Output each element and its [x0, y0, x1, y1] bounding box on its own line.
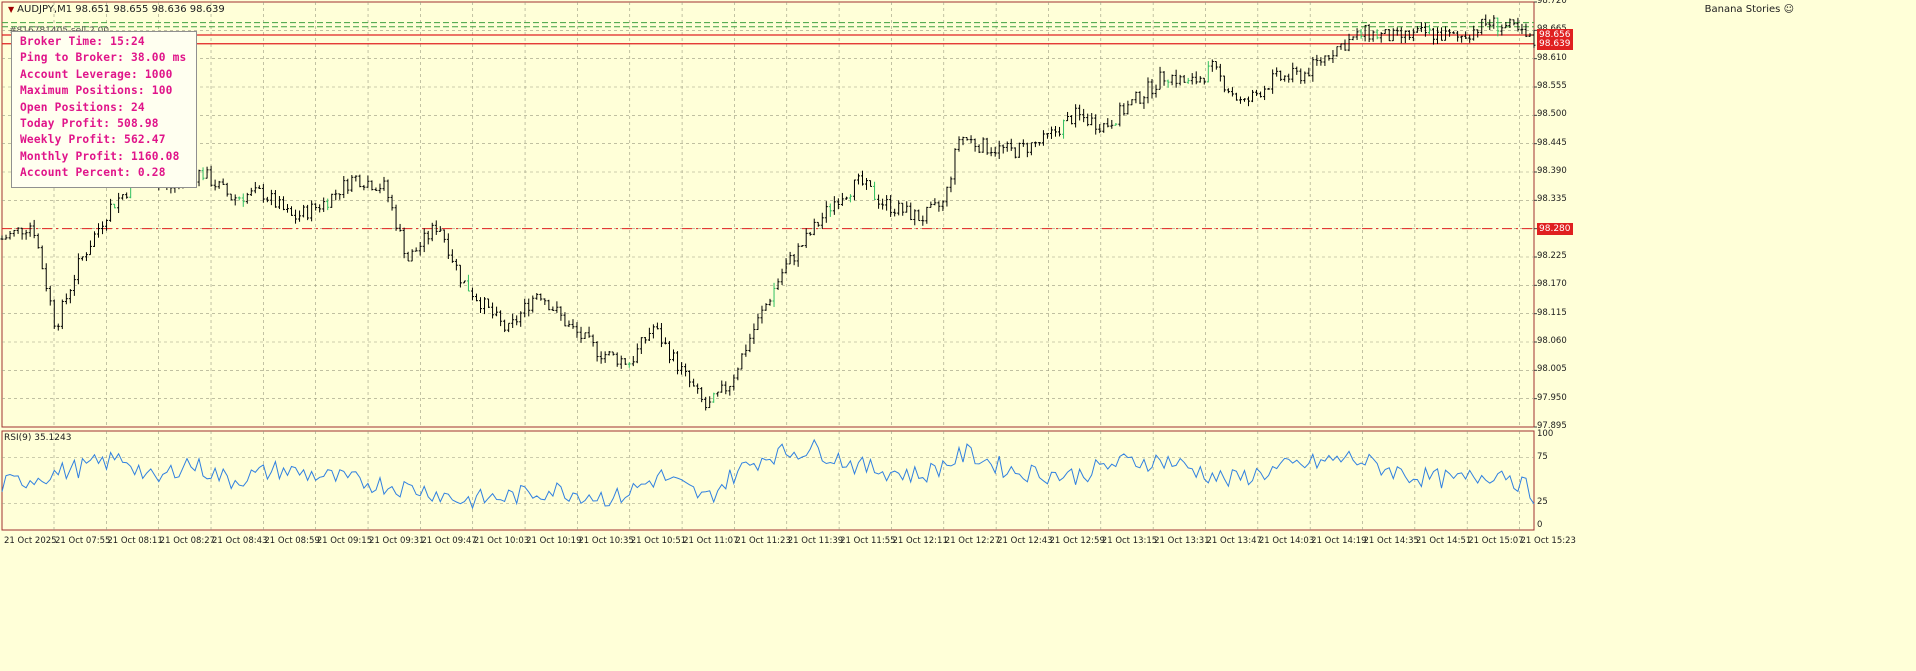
time-label: 21 Oct 13:47	[1206, 536, 1262, 546]
time-label: 21 Oct 12:43	[997, 536, 1053, 546]
rsi-plot-frame	[1, 430, 1535, 531]
time-label: 21 Oct 14:35	[1363, 536, 1419, 546]
account-leverage: Account Leverage: 1000	[20, 67, 173, 81]
time-label: 21 Oct 09:31	[369, 536, 425, 546]
price-label: 98.500	[1537, 109, 1567, 120]
weekly-profit: Weekly Profit: 562.47	[20, 133, 166, 147]
smiley-icon: ☺	[1783, 4, 1794, 15]
time-label: 21 Oct 14:03	[1258, 536, 1315, 546]
price-label: 98.335	[1537, 194, 1567, 205]
price-label: 98.390	[1537, 166, 1567, 176]
today-profit: Today Profit: 508.98	[20, 116, 159, 130]
price-label: 98.720	[1537, 0, 1567, 6]
monthly-profit: Monthly Profit: 1160.08	[20, 149, 180, 163]
time-label: 21 Oct 10:19	[526, 536, 582, 546]
time-label: 21 Oct 11:07	[683, 536, 739, 546]
time-label: 21 Oct 15:23	[1520, 536, 1576, 546]
time-label: 21 Oct 11:23	[735, 536, 791, 546]
rsi-level-label: 25	[1537, 497, 1548, 508]
broker-time: Broker Time: 15:24	[20, 35, 145, 48]
rsi-level-label: 0	[1537, 520, 1543, 530]
time-label: 21 Oct 2025	[4, 536, 57, 546]
price-label: 98.060	[1537, 336, 1567, 346]
time-label: 21 Oct 08:27	[159, 536, 216, 546]
time-label: 21 Oct 11:55	[840, 536, 896, 546]
rsi-level-label: 100	[1537, 429, 1554, 439]
ping-to-broker: Ping to Broker: 38.00 ms	[20, 51, 187, 65]
account-percent: Account Percent: 0.28	[20, 166, 166, 180]
bid-price-badge: 98.639	[1537, 37, 1573, 50]
time-label: 21 Oct 12:27	[944, 536, 1001, 546]
price-label: 97.950	[1537, 392, 1567, 403]
rsi-label: RSI(9) 35.1243	[4, 433, 72, 443]
time-label: 21 Oct 14:19	[1311, 536, 1367, 546]
time-label: 21 Oct 08:43	[212, 536, 268, 546]
price-label: 98.555	[1537, 81, 1567, 91]
symbol-quote: AUDJPY,M1 98.651 98.655 98.636 98.639	[17, 4, 225, 15]
time-label: 21 Oct 07:55	[55, 536, 111, 546]
time-label: 21 Oct 08:11	[107, 536, 163, 546]
account-info-panel: Broker Time: 15:24 Ping to Broker: 38.00…	[11, 31, 197, 188]
time-label: 21 Oct 14:51	[1415, 536, 1472, 546]
time-label: 21 Oct 08:59	[264, 536, 320, 546]
time-label: 21 Oct 11:39	[787, 536, 844, 546]
time-label: 21 Oct 15:07	[1468, 536, 1524, 546]
brand-name: Banana Stories	[1704, 4, 1781, 15]
time-label: 21 Oct 13:31	[1154, 536, 1210, 546]
open-positions: Open Positions: 24	[20, 100, 145, 114]
time-label: 21 Oct 12:11	[892, 536, 948, 546]
symbol-title: ▼ AUDJPY,M1 98.651 98.655 98.636 98.639	[8, 4, 225, 15]
price-label: 98.225	[1537, 251, 1567, 261]
time-label: 21 Oct 13:15	[1101, 536, 1158, 546]
price-label: 98.170	[1537, 279, 1567, 290]
rsi-level-label: 75	[1537, 451, 1548, 462]
price-label: 98.610	[1537, 52, 1567, 63]
price-label: 98.445	[1537, 137, 1567, 148]
maximum-positions: Maximum Positions: 100	[20, 84, 173, 98]
main-plot-frame	[1, 1, 1535, 428]
time-label: 21 Oct 10:51	[630, 536, 687, 546]
price-label: 98.115	[1537, 307, 1567, 318]
order-price-badge: 98.280	[1537, 222, 1573, 235]
collapse-triangle-icon[interactable]: ▼	[8, 5, 15, 14]
time-label: 21 Oct 09:15	[316, 536, 373, 546]
price-label: 98.005	[1537, 364, 1567, 375]
time-label: 21 Oct 12:59	[1049, 536, 1105, 546]
brand-label: Banana Stories ☺	[1705, 4, 1794, 15]
time-label: 21 Oct 09:47	[421, 536, 477, 546]
rsi-line	[1, 438, 1535, 510]
time-label: 21 Oct 10:35	[578, 536, 634, 546]
time-label: 21 Oct 10:03	[473, 536, 530, 546]
price-label: 97.895	[1537, 421, 1567, 431]
